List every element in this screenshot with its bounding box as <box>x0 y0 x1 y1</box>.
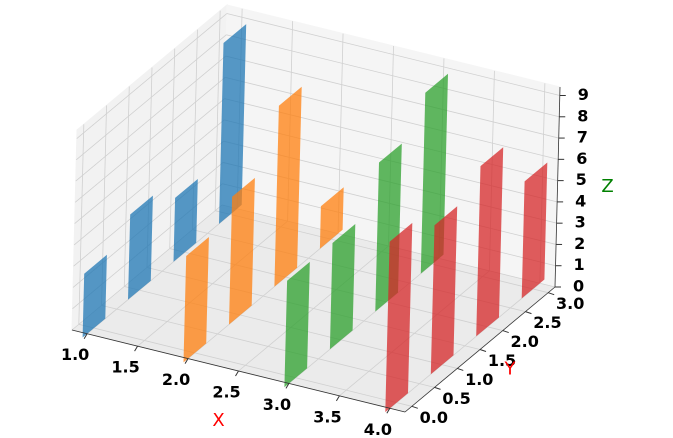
bar <box>521 162 548 299</box>
bar <box>183 237 209 363</box>
bar <box>173 179 198 262</box>
y-tick-label: 2.0 <box>511 332 539 351</box>
z-tick-label: 2 <box>574 234 585 253</box>
y-tick <box>434 386 441 390</box>
x-tick-label: 1.5 <box>111 358 139 377</box>
z-grid-line <box>225 76 559 160</box>
y-tick <box>502 330 509 334</box>
z-grid-line <box>225 55 559 139</box>
bar <box>229 177 255 325</box>
x-tick-label: 1.0 <box>61 345 89 364</box>
z-tick-label: 5 <box>576 170 587 189</box>
bar <box>430 206 458 375</box>
bar <box>128 195 153 300</box>
x-tick <box>285 383 290 389</box>
y-grid-line <box>78 124 85 325</box>
bar <box>219 24 247 224</box>
z-grid-line <box>226 13 560 96</box>
bar <box>329 224 356 350</box>
y-tick <box>548 292 555 296</box>
z-axis-label: Z <box>601 176 613 197</box>
z-tick-label: 4 <box>575 191 586 210</box>
axis-line <box>554 86 561 288</box>
axis-line <box>71 329 406 413</box>
z-grid-line <box>73 119 225 246</box>
x-tick-label: 3.5 <box>313 407 341 426</box>
y-tick-label: 3.0 <box>556 294 584 313</box>
x-tick <box>184 358 189 364</box>
bar <box>385 222 413 413</box>
z-tick-label: 9 <box>578 85 589 104</box>
labels: 1.01.52.02.53.03.54.00.00.51.01.52.02.53… <box>61 85 614 438</box>
x-tick <box>386 408 391 414</box>
z-grid-line <box>75 34 227 161</box>
y-tick-label: 0.0 <box>420 408 448 427</box>
y-tick <box>479 349 487 352</box>
z-grid-line <box>76 13 228 139</box>
x-tick <box>83 333 88 339</box>
y-axis-label: Y <box>504 359 517 380</box>
z-tick-label: 1 <box>574 255 585 274</box>
z-tick-label: 7 <box>577 128 588 147</box>
bar <box>319 187 344 249</box>
y-tick <box>457 367 464 371</box>
y-tick <box>525 311 532 315</box>
z-grid-line <box>226 34 560 118</box>
bar <box>82 254 107 338</box>
z-grid-line <box>75 55 226 182</box>
bar <box>476 147 504 337</box>
y-tick-label: 2.5 <box>533 313 561 332</box>
z-grid-line <box>74 77 226 203</box>
y-tick-label: 1.5 <box>488 351 516 370</box>
y-tick-label: 0.5 <box>442 389 470 408</box>
y-tick <box>411 405 418 409</box>
x-tick <box>335 395 340 402</box>
x-tick <box>235 370 239 377</box>
axis-line <box>404 286 556 413</box>
y-grid-line <box>78 323 412 407</box>
z-grid-line <box>74 98 225 224</box>
y-grid-line <box>169 48 176 249</box>
z-tick-label: 8 <box>577 106 588 125</box>
x-tick-label: 4.0 <box>364 420 392 438</box>
z-tick-label: 0 <box>573 277 584 296</box>
y-grid-line <box>101 304 435 388</box>
y-grid-line <box>214 10 221 211</box>
z-tick-label: 6 <box>576 149 587 168</box>
bars <box>82 24 548 413</box>
x-axis-label: X <box>212 410 224 431</box>
y-tick-label: 1.0 <box>465 370 493 389</box>
bar <box>274 86 302 287</box>
x-tick <box>134 345 139 352</box>
y-grid-line <box>123 86 130 287</box>
z-tick-label: 3 <box>575 213 586 232</box>
x-tick-label: 2.0 <box>162 370 190 389</box>
x-tick-label: 3.0 <box>263 395 291 414</box>
x-tick-label: 2.5 <box>212 383 240 402</box>
bar <box>284 261 310 388</box>
